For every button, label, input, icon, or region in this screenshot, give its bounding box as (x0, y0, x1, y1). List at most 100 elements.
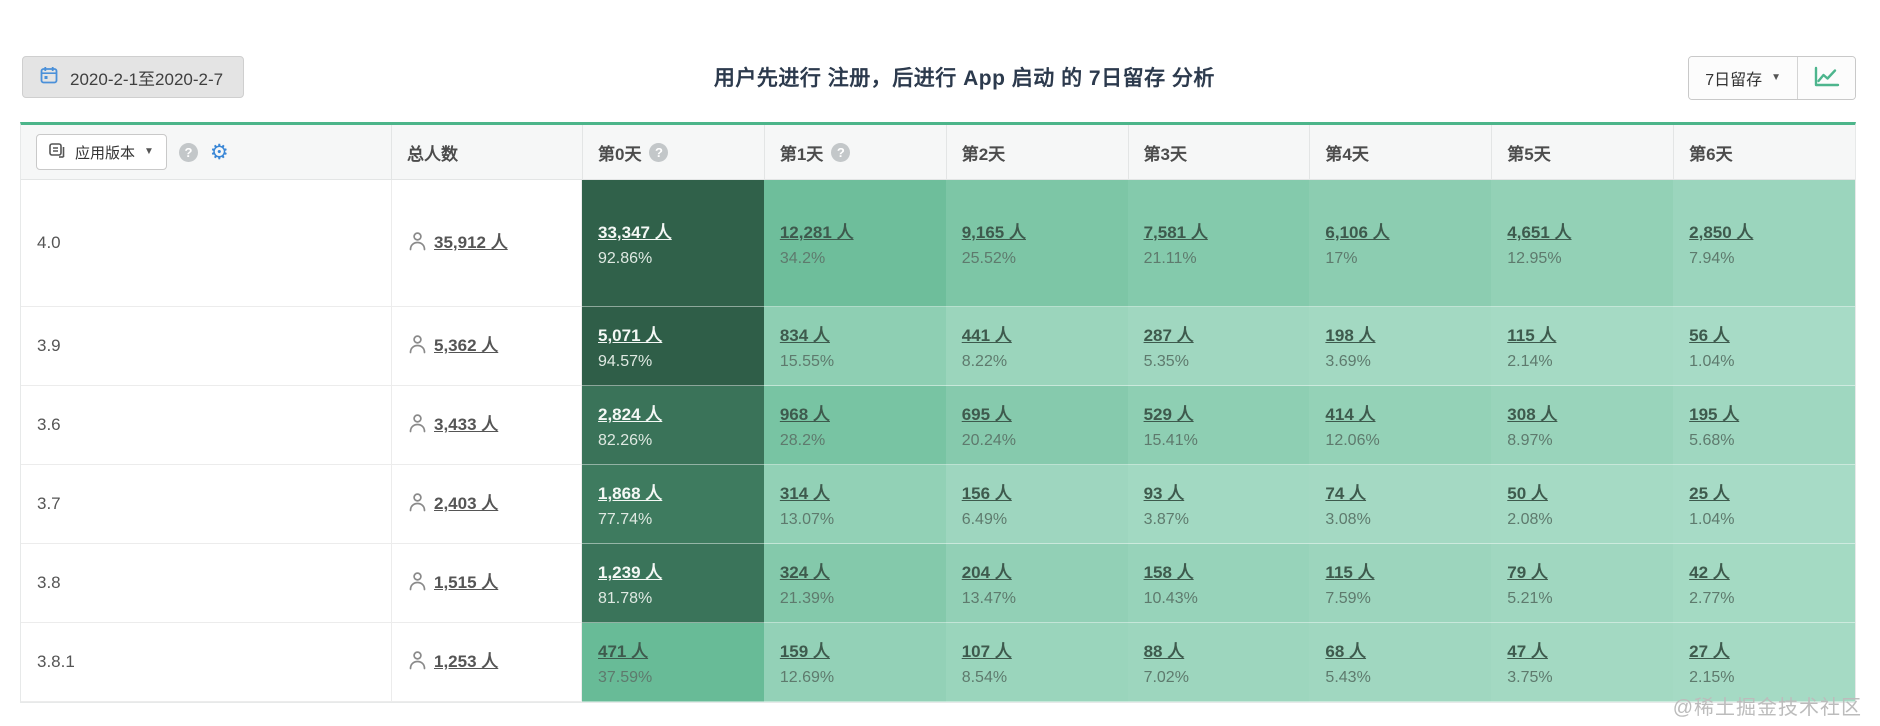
version-cell: 3.9 (21, 307, 391, 385)
retention-count-link[interactable]: 968 人 (779, 405, 830, 424)
retention-count-link[interactable]: 74 人 (1325, 484, 1367, 503)
help-icon[interactable]: ? (178, 142, 198, 162)
table-header-dimension: 应用版本 ▼ ? ⚙ (21, 125, 391, 179)
total-count-link[interactable]: 35,912 人 (434, 233, 508, 253)
retention-day-cell: 529 人 15.41% (1127, 386, 1310, 465)
retention-count-link[interactable]: 441 人 (961, 326, 1012, 345)
retention-count-link[interactable]: 324 人 (779, 563, 830, 582)
retention-count-link[interactable]: 93 人 (1143, 484, 1185, 503)
retention-count-link[interactable]: 1,868 人 (598, 484, 663, 503)
table-row: 3.8.1 1,253 人 471 人 37.59% 159 人 12.69% 107 … (21, 623, 1855, 702)
retention-count-link[interactable]: 1,239 人 (598, 563, 663, 582)
retention-count-link[interactable]: 115 人 (1507, 326, 1557, 345)
retention-count-link[interactable]: 6,106 人 (1325, 223, 1390, 242)
retention-count-link[interactable]: 42 人 (1689, 563, 1730, 582)
retention-day-cell: 33,347 人 92.86% (582, 180, 764, 307)
retention-day-cell: 204 人 13.47% (945, 544, 1128, 623)
retention-count-link[interactable]: 107 人 (961, 642, 1012, 661)
table-row: 4.0 35,912 人 33,347 人 92.86% 12,281 人 34.2%… (21, 180, 1855, 307)
line-chart-icon (1814, 66, 1840, 91)
total-count-link[interactable]: 1,515 人 (434, 573, 499, 593)
retention-count-link[interactable]: 314 人 (779, 484, 830, 503)
retention-pct: 5.68% (1689, 432, 1735, 449)
retention-day-cell: 314 人 13.07% (763, 465, 946, 544)
retention-count-link[interactable]: 25 人 (1689, 484, 1730, 503)
retention-count-link[interactable]: 50 人 (1507, 484, 1548, 503)
help-icon[interactable]: ? (831, 142, 851, 162)
retention-pct: 20.24% (961, 432, 1016, 449)
retention-count-link[interactable]: 158 人 (1143, 563, 1194, 582)
retention-count-link[interactable]: 47 人 (1507, 642, 1548, 661)
retention-view-dropdown[interactable]: 7日留存 ▼ (1689, 57, 1797, 99)
day-header-label: 第4天 (1325, 144, 1369, 164)
dimension-select[interactable]: 应用版本 ▼ (36, 134, 167, 170)
retention-pct: 6.49% (961, 511, 1008, 528)
retention-count-link[interactable]: 88 人 (1143, 642, 1185, 661)
chevron-down-icon: ▼ (1771, 72, 1781, 83)
retention-count-link[interactable]: 7,581 人 (1143, 223, 1208, 242)
column-header-day: 第0天? (582, 125, 764, 179)
retention-count-link[interactable]: 159 人 (779, 642, 830, 661)
retention-day-cell: 2,824 人 82.26% (582, 386, 764, 465)
retention-count-link[interactable]: 56 人 (1689, 326, 1730, 345)
date-range-picker[interactable]: 2020-2-1至2020-2-7 (22, 56, 245, 98)
retention-count-link[interactable]: 12,281 人 (779, 223, 854, 242)
retention-day-cell: 441 人 8.22% (945, 307, 1128, 386)
retention-count-link[interactable]: 287 人 (1143, 326, 1194, 345)
retention-count-link[interactable]: 204 人 (961, 563, 1012, 582)
retention-count-link[interactable]: 529 人 (1143, 405, 1194, 424)
retention-count-link[interactable]: 9,165 人 (961, 223, 1026, 242)
retention-pct: 7.59% (1325, 590, 1371, 607)
total-count-link[interactable]: 2,403 人 (434, 494, 499, 514)
version-label: 3.8.1 (37, 652, 75, 671)
retention-count-link[interactable]: 2,850 人 (1689, 223, 1754, 242)
retention-day-cell: 7,581 人 21.11% (1127, 180, 1310, 307)
retention-day-cell: 198 人 3.69% (1309, 307, 1492, 386)
retention-pct: 3.69% (1325, 353, 1371, 370)
total-count-link[interactable]: 5,362 人 (434, 336, 499, 356)
retention-pct: 81.78% (598, 590, 653, 607)
retention-count-link[interactable]: 695 人 (961, 405, 1012, 424)
column-header-day: 第6天 (1673, 125, 1855, 179)
retention-pct: 34.2% (779, 250, 826, 267)
total-cell: 35,912 人 (391, 180, 582, 306)
total-count-link[interactable]: 1,253 人 (434, 652, 499, 672)
retention-day-cell: 5,071 人 94.57% (582, 307, 764, 386)
retention-count-link[interactable]: 198 人 (1325, 326, 1376, 345)
retention-count-link[interactable]: 79 人 (1507, 563, 1548, 582)
retention-day-cell: 42 人 2.77% (1673, 544, 1855, 623)
retention-day-cell: 156 人 6.49% (945, 465, 1128, 544)
retention-count-link[interactable]: 195 人 (1689, 405, 1740, 424)
retention-day-cell: 25 人 1.04% (1673, 465, 1855, 544)
retention-count-link[interactable]: 115 人 (1325, 563, 1375, 582)
retention-pct: 92.86% (598, 250, 653, 267)
retention-count-link[interactable]: 414 人 (1325, 405, 1376, 424)
retention-pct: 15.41% (1143, 432, 1198, 449)
retention-count-link[interactable]: 308 人 (1507, 405, 1558, 424)
retention-day-cell: 50 人 2.08% (1491, 465, 1674, 544)
retention-count-link[interactable]: 5,071 人 (598, 326, 663, 345)
table-body: 4.0 35,912 人 33,347 人 92.86% 12,281 人 34.2%… (21, 180, 1855, 702)
total-cell: 1,253 人 (391, 623, 582, 701)
retention-pct: 8.97% (1507, 432, 1553, 449)
retention-day-cell: 27 人 2.15% (1673, 623, 1855, 702)
retention-pct: 8.22% (961, 353, 1008, 370)
retention-count-link[interactable]: 156 人 (961, 484, 1012, 503)
retention-count-link[interactable]: 2,824 人 (598, 405, 663, 424)
chart-view-button[interactable] (1797, 57, 1855, 99)
retention-count-link[interactable]: 834 人 (779, 326, 830, 345)
total-count-link[interactable]: 3,433 人 (434, 415, 499, 435)
retention-pct: 21.11% (1143, 250, 1197, 267)
retention-count-link[interactable]: 27 人 (1689, 642, 1730, 661)
retention-count-link[interactable]: 68 人 (1325, 642, 1367, 661)
retention-count-link[interactable]: 471 人 (598, 642, 649, 661)
retention-count-link[interactable]: 33,347 人 (598, 223, 672, 242)
retention-pct: 15.55% (779, 353, 835, 370)
dimension-icon (49, 142, 66, 162)
settings-gear-icon[interactable]: ⚙ (209, 140, 229, 164)
retention-pct: 82.26% (598, 432, 653, 449)
retention-count-link[interactable]: 4,651 人 (1507, 223, 1572, 242)
watermark: @稀土掘金技术社区 (1672, 697, 1862, 719)
version-cell: 4.0 (21, 180, 391, 306)
help-icon[interactable]: ? (649, 142, 669, 162)
